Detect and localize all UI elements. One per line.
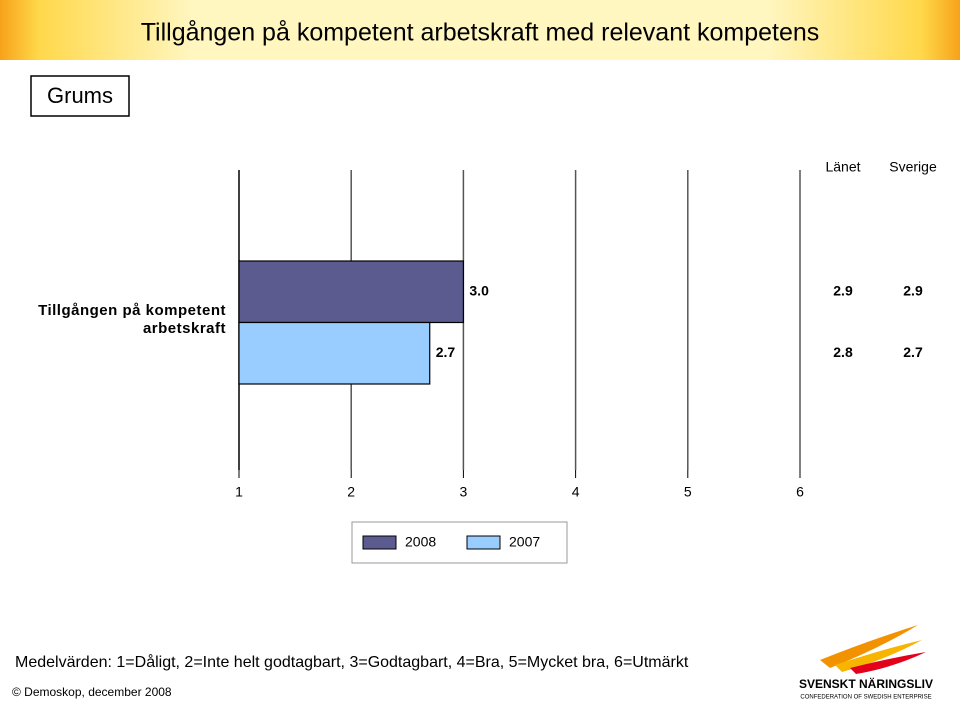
legend-label: 2008 bbox=[405, 534, 436, 550]
column-header: Länet bbox=[825, 159, 860, 175]
category-label: Tillgången på kompetent arbetskraft bbox=[38, 302, 226, 337]
comparison-value: 2.9 bbox=[833, 282, 853, 298]
source: © Demoskop, december 2008 bbox=[12, 685, 172, 699]
legend-label: 2007 bbox=[509, 534, 540, 550]
x-tick-label: 1 bbox=[235, 484, 243, 500]
x-tick-label: 6 bbox=[796, 484, 804, 500]
x-tick-label: 4 bbox=[572, 484, 580, 500]
legend-swatch bbox=[466, 535, 501, 550]
comparison-value: 2.8 bbox=[833, 344, 853, 360]
x-tick-label: 5 bbox=[684, 484, 692, 500]
column-header: Sverige bbox=[889, 159, 937, 175]
x-tick-label: 3 bbox=[460, 484, 468, 500]
logo-tagline: CONFEDERATION OF SWEDISH ENTERPRISE bbox=[800, 695, 931, 701]
logo-name: SVENSKT NÄRINGSLIV bbox=[799, 676, 933, 691]
title-band bbox=[0, 0, 960, 60]
chart-title: Tillgången på kompetent arbetskraft med … bbox=[141, 19, 820, 47]
logo bbox=[820, 625, 926, 674]
subtitle-box bbox=[30, 75, 130, 117]
subtitle: Grums bbox=[47, 83, 113, 108]
bar bbox=[238, 321, 431, 385]
comparison-value: 2.9 bbox=[903, 282, 923, 298]
data-label: 3.0 bbox=[469, 282, 489, 298]
legend-swatch bbox=[362, 535, 397, 550]
footnote: Medelvärden: 1=Dåligt, 2=Inte helt godta… bbox=[15, 653, 689, 671]
comparison-value: 2.7 bbox=[903, 344, 923, 360]
bar bbox=[238, 260, 464, 324]
data-label: 2.7 bbox=[436, 344, 456, 360]
x-tick-label: 2 bbox=[347, 484, 355, 500]
